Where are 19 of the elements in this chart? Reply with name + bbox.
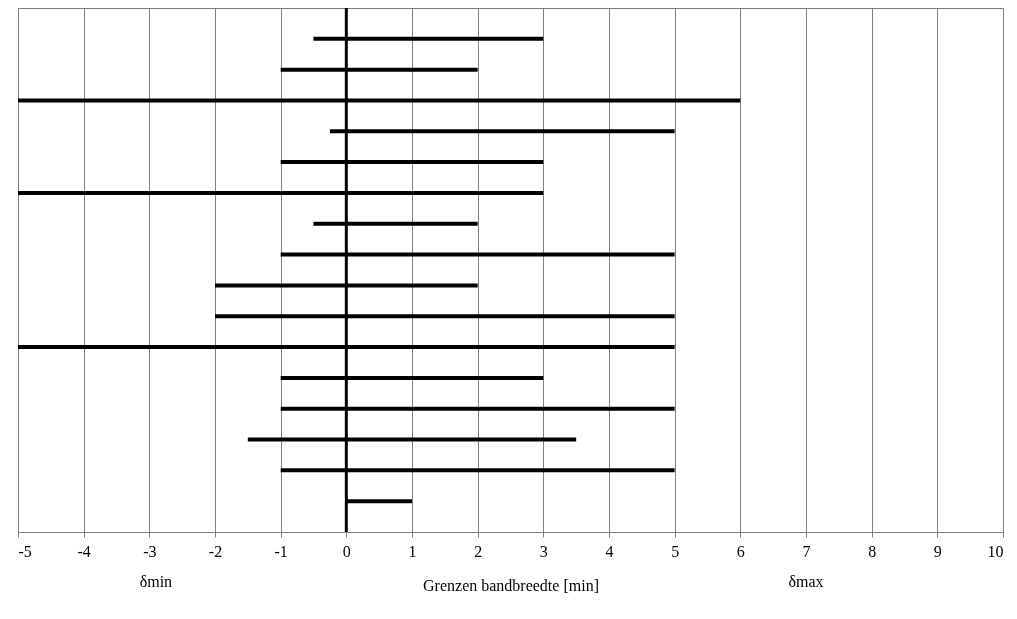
x-tick-label: 5 [671, 542, 680, 560]
x-tick-label: 10 [987, 542, 1004, 560]
text: δmin [139, 573, 173, 590]
x-tick-label: 3 [539, 542, 548, 560]
x-tick-label: 2 [474, 542, 483, 560]
x-tick-label: 6 [736, 542, 745, 560]
x-tick-label: 9 [933, 542, 942, 560]
x-axis-title: Grenzen bandbreedte [min] [423, 576, 599, 594]
x-tick-label: -4 [77, 542, 91, 560]
x-tick-label: 8 [868, 542, 877, 560]
x-tick-label: -1 [274, 542, 288, 560]
x-tick-label: 0 [342, 542, 351, 560]
x-tick-label: 4 [605, 542, 614, 560]
x-tick-label: 1 [408, 542, 417, 560]
x-tick-label: -2 [208, 542, 223, 560]
text: δmax [788, 573, 824, 590]
x-tick-label: -3 [143, 542, 157, 560]
x-tick-label: 7 [802, 542, 811, 560]
x-tick-label: -5 [18, 542, 32, 560]
